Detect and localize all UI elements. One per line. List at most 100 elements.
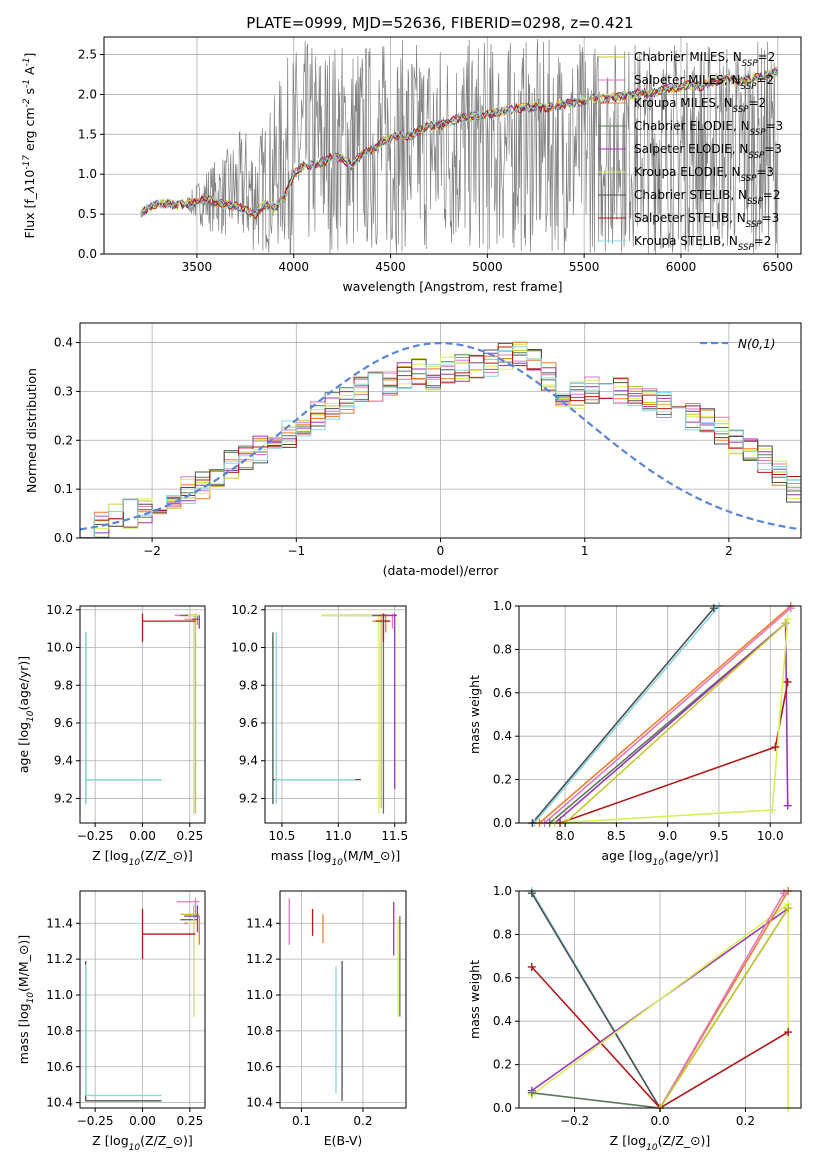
x-tick-label: −1 bbox=[287, 544, 305, 558]
legend-label: N(0,1) bbox=[738, 337, 775, 351]
y-tick-label: 0.0 bbox=[54, 531, 73, 545]
plot-area bbox=[80, 606, 205, 823]
y-tick-label: 2.5 bbox=[78, 48, 97, 62]
y-tick-label: 0.0 bbox=[493, 816, 512, 830]
normal-curve bbox=[80, 341, 801, 531]
axes-frame bbox=[264, 605, 407, 824]
x-tick-label: 10.0 bbox=[757, 829, 784, 843]
axes-frame bbox=[279, 890, 407, 1109]
legend-label: Chabrier ELODIE, NSSP=3 bbox=[634, 119, 783, 138]
weight-line bbox=[531, 892, 661, 1108]
y-axis-label: mass weight bbox=[467, 675, 482, 754]
y-tick-label: 0.2 bbox=[54, 433, 73, 447]
legend-label: Chabrier STELIB, NSSP=2 bbox=[634, 188, 781, 207]
age-vs-mass-panel: 10.5 11.0 11.5 9.2 9.4 9.6 9.8 10.0 10.2 mass [lo… bbox=[231, 603, 408, 868]
x-axis-label: mass [log10(M/M_⊙)] bbox=[271, 848, 400, 868]
x-axis-label: E(B-V) bbox=[324, 1133, 363, 1148]
x-axis-label: wavelength [Angstrom, rest frame] bbox=[342, 279, 562, 294]
y-tick-label: 1.0 bbox=[493, 884, 512, 898]
legend-label: Kroupa MILES, NSSP=2 bbox=[634, 96, 766, 115]
legend-label: Salpeter ELODIE, NSSP=3 bbox=[634, 142, 782, 161]
weight-line bbox=[538, 606, 792, 823]
x-tick-label: 0.2 bbox=[353, 1114, 372, 1128]
legend-label: Salpeter STELIB, NSSP=3 bbox=[634, 211, 779, 230]
legend-label: Chabrier MILES, NSSP=2 bbox=[634, 50, 775, 69]
x-tick-label: 6000 bbox=[666, 260, 697, 274]
x-axis-label: age [log10(age/yr)] bbox=[601, 848, 718, 868]
x-tick-label: 8.0 bbox=[556, 829, 575, 843]
y-tick-label: 10.2 bbox=[46, 603, 73, 617]
x-tick-label: 8.5 bbox=[607, 829, 626, 843]
y-tick-label: 10.2 bbox=[231, 603, 258, 617]
plot-area bbox=[265, 606, 406, 823]
model-spectrum-8 bbox=[140, 72, 778, 220]
observed-spectrum bbox=[140, 38, 778, 254]
y-tick-label: 10.4 bbox=[46, 1096, 73, 1110]
residuals-panel: −2 −1 0 1 2 0.0 0.1 0.2 0.3 0.4 (data-model)/error… bbox=[24, 322, 802, 578]
y-tick-label: 9.8 bbox=[54, 678, 73, 692]
x-tick-label: 3500 bbox=[182, 260, 213, 274]
x-tick-label: −2 bbox=[143, 544, 161, 558]
spectrum-legend: Chabrier MILES, NSSP=2 Salpeter MILES, NS… bbox=[598, 50, 783, 253]
weight-marker bbox=[783, 615, 792, 624]
y-axis-label: Normed distribution bbox=[24, 368, 39, 493]
weight-marker bbox=[527, 962, 536, 971]
plot-area bbox=[280, 891, 406, 1108]
y-tick-label: 10.8 bbox=[246, 1024, 273, 1038]
y-tick-label: 9.2 bbox=[239, 791, 258, 805]
plot-area bbox=[519, 891, 801, 1108]
y-tick-label: 0.4 bbox=[493, 1014, 512, 1028]
x-tick-label: 6500 bbox=[762, 260, 793, 274]
y-tick-label: 0.0 bbox=[78, 247, 97, 261]
x-tick-label: 0.00 bbox=[129, 829, 156, 843]
y-tick-label: 10.8 bbox=[46, 1024, 73, 1038]
x-tick-label: 11.5 bbox=[381, 829, 408, 843]
x-tick-label: 9.0 bbox=[658, 829, 677, 843]
y-tick-label: 10.0 bbox=[231, 641, 258, 655]
x-tick-label: 0.1 bbox=[292, 1114, 311, 1128]
weight-marker bbox=[784, 904, 793, 913]
y-tick-label: 9.4 bbox=[54, 754, 73, 768]
spectrum-panel: 3500 4000 4500 5000 5500 6000 6500 0.0 0.5 1.0 1.5… bbox=[22, 36, 802, 294]
plot-area bbox=[80, 323, 801, 538]
plot-area bbox=[104, 37, 801, 254]
weight-marker bbox=[784, 1028, 793, 1037]
legend-label: Salpeter MILES, NSSP=2 bbox=[634, 73, 774, 92]
axes-frame bbox=[103, 36, 802, 255]
model-spectrum-9 bbox=[140, 68, 779, 218]
weight-line bbox=[659, 892, 785, 1108]
y-tick-label: 11.0 bbox=[46, 988, 73, 1002]
weight-marker bbox=[527, 1088, 536, 1097]
x-axis-label: (data-model)/error bbox=[383, 563, 500, 578]
y-tick-label: 10.6 bbox=[246, 1060, 273, 1074]
x-tick-label: −0.2 bbox=[560, 1114, 589, 1128]
y-tick-label: 0.6 bbox=[493, 971, 512, 985]
y-tick-label: 1.0 bbox=[78, 167, 97, 181]
mass-vs-metallicity-panel: −0.25 0.00 0.25 10.4 10.6 10.8 11.0 11.2 11.4 Z [… bbox=[16, 890, 206, 1153]
weight-line bbox=[564, 622, 787, 823]
y-tick-label: 9.6 bbox=[239, 716, 258, 730]
figure-title: PLATE=0999, MJD=52636, FIBERID=0298, z=0… bbox=[246, 14, 633, 32]
weight-marker bbox=[783, 677, 792, 686]
y-tick-label: 9.8 bbox=[239, 678, 258, 692]
y-axis-label: mass weight bbox=[467, 960, 482, 1039]
legend-label: Kroupa STELIB, NSSP=2 bbox=[634, 234, 771, 253]
x-tick-label: 0.25 bbox=[176, 829, 203, 843]
age-vs-metallicity-panel: −0.25 0.00 0.25 9.2 9.4 9.6 9.8 10.0 10.2 Z [log1… bbox=[16, 603, 206, 868]
y-tick-label: 0.8 bbox=[493, 642, 512, 656]
y-tick-label: 9.6 bbox=[54, 716, 73, 730]
x-tick-label: 11.0 bbox=[325, 829, 352, 843]
weight-vs-metallicity-panel: −0.2 0.0 0.2 0.0 0.2 0.4 0.6 0.8 1.0 Z [log10(Z/Z… bbox=[467, 884, 802, 1153]
x-tick-label: 1 bbox=[581, 544, 589, 558]
y-tick-label: 0.2 bbox=[493, 1058, 512, 1072]
plot-area bbox=[80, 891, 205, 1108]
y-tick-label: 0.0 bbox=[493, 1101, 512, 1115]
x-axis-label: Z [log10(Z/Z_⊙)] bbox=[610, 1133, 711, 1153]
x-tick-label: 0.2 bbox=[736, 1114, 755, 1128]
weight-line bbox=[531, 966, 789, 1108]
y-tick-label: 0.4 bbox=[493, 729, 512, 743]
y-tick-label: 2.0 bbox=[78, 87, 97, 101]
y-tick-label: 10.0 bbox=[46, 641, 73, 655]
mass-vs-ebv-panel: 0.1 0.2 10.4 10.6 10.8 11.0 11.2 11.4 E(B-V) bbox=[246, 890, 407, 1148]
y-tick-label: 0.8 bbox=[493, 927, 512, 941]
